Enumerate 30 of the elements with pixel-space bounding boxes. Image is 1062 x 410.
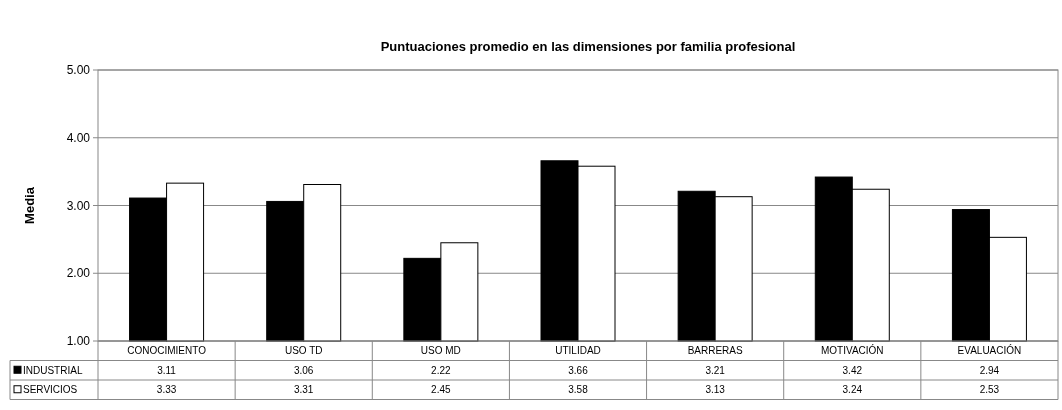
y-tick-label: 1.00	[66, 334, 91, 349]
y-tick-label: 5.00	[66, 63, 91, 78]
data-label: 3.66	[568, 364, 589, 376]
data-label: 3.42	[842, 364, 863, 376]
x-tick-label: MOTIVACIÓN	[820, 344, 884, 357]
x-tick-label: USO TD	[284, 345, 323, 357]
x-tick-label: UTILIDAD	[555, 345, 601, 357]
x-tick-label: EVALUACIÓN	[957, 344, 1022, 357]
data-label: 2.53	[979, 384, 1000, 396]
x-tick-label: BARRERAS	[687, 345, 743, 357]
x-tick-label: USO MD	[420, 345, 461, 357]
data-label: 3.11	[157, 364, 177, 376]
data-label: 3.31	[293, 384, 314, 396]
y-tick-label: 3.00	[66, 198, 91, 213]
data-label: 3.13	[705, 384, 726, 396]
data-label: 2.22	[431, 364, 452, 376]
y-axis-title: Media	[22, 186, 37, 224]
data-label: 3.21	[705, 364, 726, 376]
legend-label: INDUSTRIAL	[23, 364, 83, 376]
x-tick-label: CONOCIMIENTO	[127, 345, 207, 357]
legend-label: SERVICIOS	[23, 384, 78, 396]
chart-title: Puntuaciones promedio en las dimensiones por familia profesional	[380, 39, 796, 54]
data-label: 2.45	[431, 384, 452, 396]
data-label: 3.24	[842, 384, 863, 396]
data-label: 3.58	[568, 384, 589, 396]
y-tick-label: 2.00	[66, 266, 91, 281]
y-tick-label: 4.00	[66, 130, 91, 145]
data-label: 3.06	[293, 364, 314, 376]
data-label: 3.33	[156, 384, 177, 396]
data-label: 2.94	[979, 364, 1000, 376]
